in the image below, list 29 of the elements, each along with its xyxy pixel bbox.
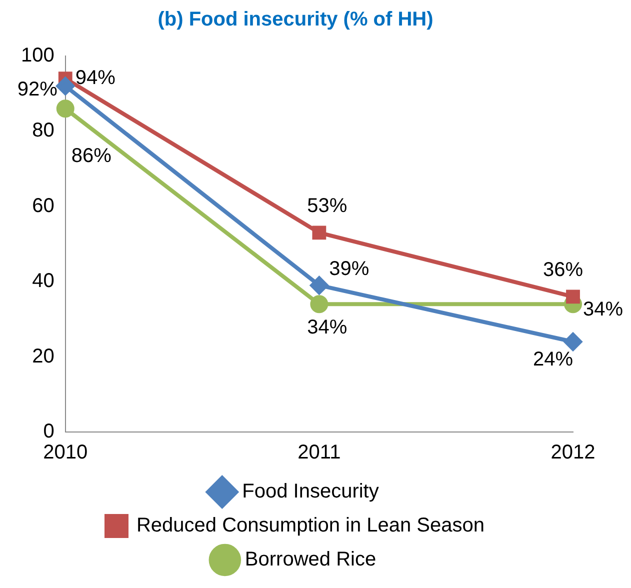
point	[312, 226, 326, 240]
point	[564, 332, 582, 351]
data-label: 86%	[71, 145, 112, 168]
data-label: 39%	[329, 258, 370, 280]
legend-label: Reduced Consumption in Lean Season	[136, 514, 485, 537]
data-label: 94%	[75, 67, 116, 90]
data-label: 34%	[307, 316, 348, 339]
y-tick-label: 100	[20, 44, 54, 67]
data-label: 36%	[542, 259, 584, 282]
x-tick-label: 2011	[298, 442, 341, 464]
y-tick-label: 0	[43, 420, 54, 443]
chart-title: (b) Food insecurity (% of HH)	[158, 8, 434, 31]
point	[566, 290, 580, 304]
x-tick-label: 2010	[43, 442, 88, 464]
data-label: 53%	[307, 195, 348, 218]
point	[310, 276, 328, 294]
legend-label: Food Insecurity	[242, 480, 379, 503]
point	[56, 100, 74, 118]
x-tick-label: 2012	[550, 442, 596, 464]
data-label: 34%	[582, 298, 624, 321]
point	[310, 295, 328, 314]
data-label: 24%	[532, 348, 574, 370]
y-tick-label: 60	[32, 194, 54, 217]
y-tick-label: 20	[32, 345, 54, 368]
y-tick-label: 40	[32, 270, 54, 292]
legend-label: Borrowed Rice	[244, 548, 376, 571]
y-tick-label: 80	[32, 120, 54, 142]
point	[56, 77, 74, 96]
data-label: 92%	[17, 78, 58, 101]
